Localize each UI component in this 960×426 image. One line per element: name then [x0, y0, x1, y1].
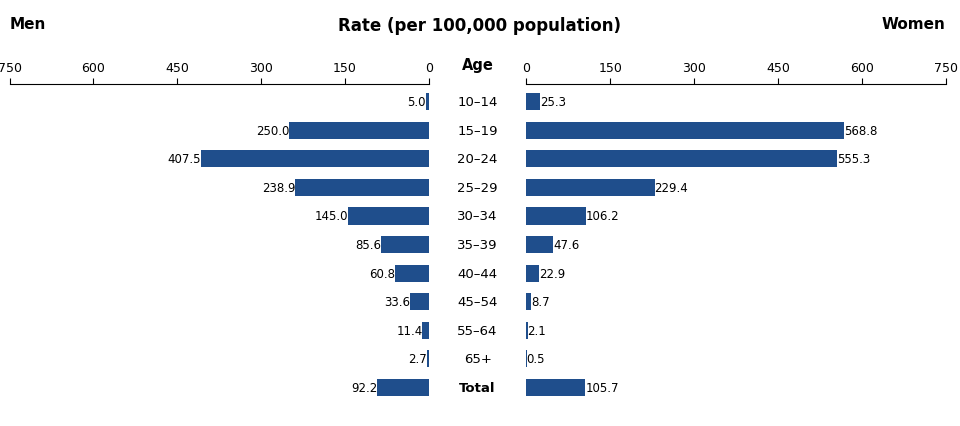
Text: Total: Total	[459, 381, 496, 394]
Bar	[377, 379, 429, 396]
Text: 11.4: 11.4	[396, 324, 422, 337]
Text: 229.4: 229.4	[655, 181, 688, 194]
Bar	[422, 322, 429, 339]
Bar	[426, 94, 429, 111]
Bar	[427, 351, 429, 368]
Text: 33.6: 33.6	[384, 296, 410, 308]
Bar	[526, 322, 528, 339]
Text: 407.5: 407.5	[168, 153, 201, 166]
Bar	[526, 379, 586, 396]
Text: 8.7: 8.7	[531, 296, 550, 308]
Text: 15–19: 15–19	[457, 124, 498, 137]
Text: 145.0: 145.0	[314, 210, 348, 223]
Bar	[526, 236, 553, 253]
Bar	[526, 179, 655, 196]
Bar	[526, 122, 844, 139]
Text: Rate (per 100,000 population): Rate (per 100,000 population)	[339, 17, 621, 35]
Text: 5.0: 5.0	[408, 96, 426, 109]
Text: 25–29: 25–29	[457, 181, 498, 194]
Text: Men: Men	[10, 17, 46, 32]
Text: Age: Age	[462, 58, 493, 72]
Text: 25.3: 25.3	[540, 96, 566, 109]
Text: 555.3: 555.3	[837, 153, 870, 166]
Bar	[526, 208, 586, 225]
Text: 47.6: 47.6	[553, 239, 579, 251]
Text: 55–64: 55–64	[457, 324, 498, 337]
Text: 92.2: 92.2	[351, 381, 377, 394]
Bar	[526, 151, 837, 168]
Bar	[289, 122, 429, 139]
Text: 22.9: 22.9	[540, 267, 565, 280]
Text: 45–54: 45–54	[457, 296, 498, 308]
Text: 35–39: 35–39	[457, 239, 498, 251]
Bar	[296, 179, 429, 196]
Text: 2.7: 2.7	[409, 353, 427, 366]
Text: 106.2: 106.2	[586, 210, 619, 223]
Text: 85.6: 85.6	[355, 239, 381, 251]
Text: 2.1: 2.1	[528, 324, 546, 337]
Text: 10–14: 10–14	[457, 96, 498, 109]
Text: 30–34: 30–34	[457, 210, 498, 223]
Text: 250.0: 250.0	[255, 124, 289, 137]
Text: 40–44: 40–44	[458, 267, 497, 280]
Text: 568.8: 568.8	[844, 124, 877, 137]
Text: 0.5: 0.5	[527, 353, 545, 366]
Text: Women: Women	[881, 17, 946, 32]
Bar	[381, 236, 429, 253]
Text: 20–24: 20–24	[457, 153, 498, 166]
Bar	[410, 294, 429, 311]
Bar	[348, 208, 429, 225]
Text: 105.7: 105.7	[586, 381, 619, 394]
Bar	[395, 265, 429, 282]
Bar	[526, 294, 531, 311]
Bar	[526, 94, 540, 111]
Bar	[526, 265, 540, 282]
Bar	[201, 151, 429, 168]
Text: 238.9: 238.9	[262, 181, 296, 194]
Text: 60.8: 60.8	[369, 267, 395, 280]
Text: 65+: 65+	[464, 353, 492, 366]
